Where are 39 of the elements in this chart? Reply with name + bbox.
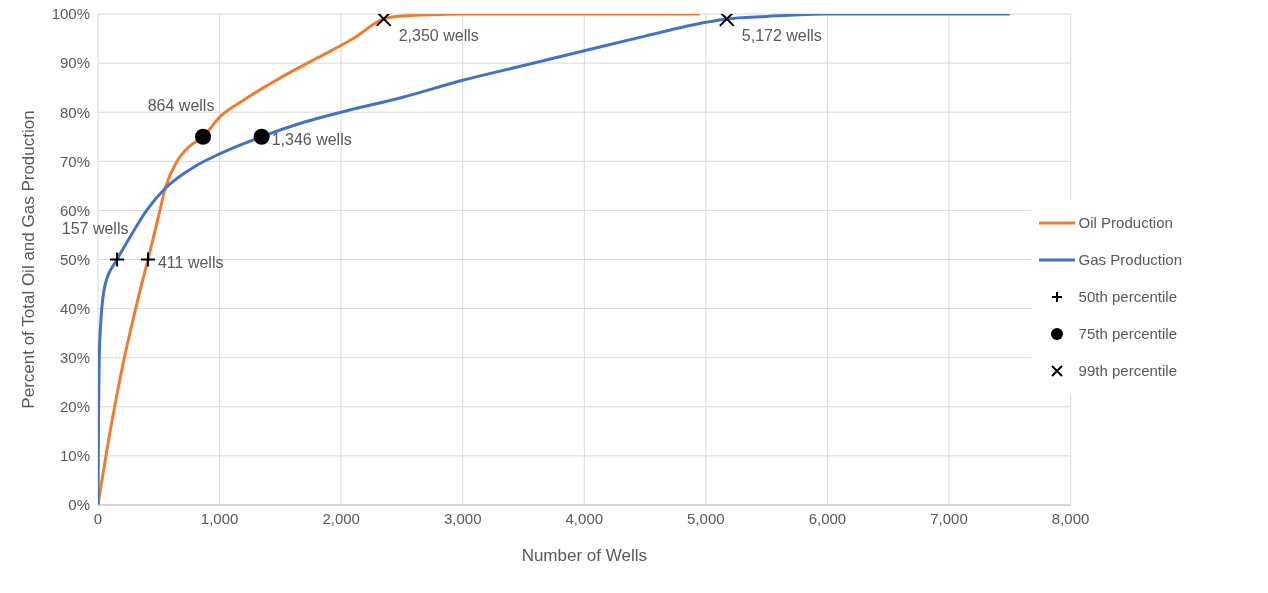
x-tick-label: 2,000 [322,509,360,527]
point [253,128,270,145]
annotation: 157 wells [61,219,129,237]
y-tick-label: 70% [59,152,90,170]
x-tick-label: 8,000 [1051,509,1090,527]
x-tick-label: 3,000 [443,509,482,527]
legend-label: Gas Production [1078,251,1182,268]
y-axis-title: Percent of Total Oil and Gas Production [19,110,39,409]
x-tick-label: 5,000 [687,509,725,527]
x-tick-label: 4,000 [565,509,604,527]
y-tick-label: 100% [51,5,90,23]
y-tick-label: 80% [59,103,90,121]
x-tick-label: 0 [93,509,103,527]
legend-label: 99th percentile [1078,362,1178,379]
annotation: 1,346 wells [271,130,352,148]
annotation: 864 wells [147,96,215,114]
legend-label: Oil Production [1078,214,1173,231]
y-tick-label: 90% [59,54,90,72]
y-tick-label: 10% [59,447,90,465]
annotation: 411 wells [157,253,224,271]
y-tick-label: 30% [59,349,90,367]
annotation: 5,172 wells [741,27,822,45]
x-axis-title: Number of Wells [521,546,647,565]
point [139,251,156,268]
x-tick-label: 7,000 [930,509,968,527]
y-tick-label: 40% [59,299,90,317]
y-tick-label: 0% [68,496,90,514]
y-tick-label: 50% [59,250,90,268]
y-tick-label: 20% [59,398,90,416]
point [195,128,212,145]
y-tick-label: 60% [59,201,90,219]
point [718,14,735,27]
point [109,251,126,268]
annotation: 2,350 wells [398,27,479,45]
legend-label: 75th percentile [1078,325,1178,342]
x-tick-label: 1,000 [200,509,239,527]
point [375,14,392,27]
legend-label: 50th percentile [1078,288,1178,305]
x-tick-label: 6,000 [808,509,847,527]
